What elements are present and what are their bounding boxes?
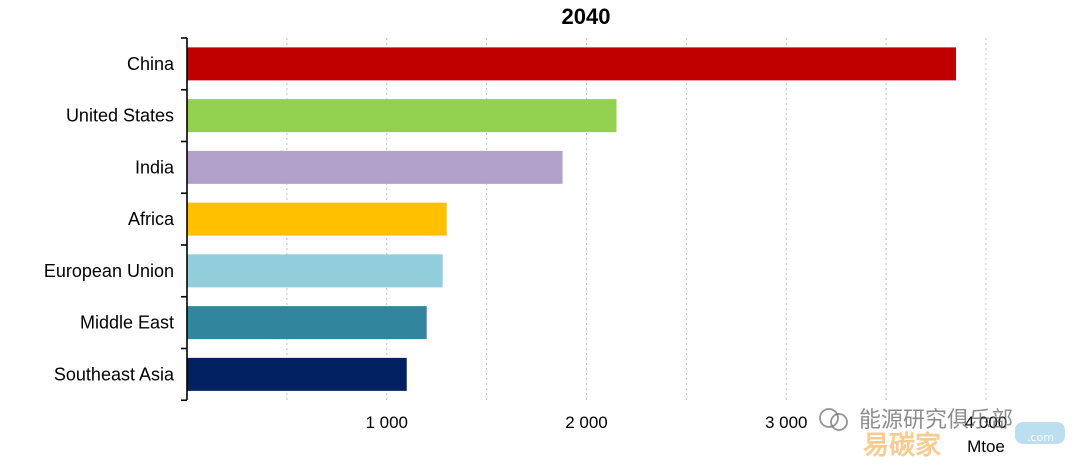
bar [187, 99, 617, 133]
bar [187, 254, 443, 288]
bar [187, 47, 957, 81]
x-tick-label: 2 000 [565, 413, 608, 432]
bar [187, 202, 447, 236]
category-labels: China United States India Africa European Un… [44, 54, 175, 385]
x-tick-label: 4 000 [965, 413, 1008, 432]
unit-label: Mtoe [967, 437, 1005, 456]
bar [187, 306, 427, 340]
category-label: Southeast Asia [54, 364, 175, 384]
x-tick-labels: 1 000 2 000 3 000 4 000 [365, 413, 1007, 432]
category-label: Africa [128, 209, 175, 229]
category-label: Middle East [80, 313, 174, 333]
category-label: India [135, 157, 175, 177]
category-label: China [127, 54, 175, 74]
bars [187, 47, 957, 391]
watermark-text: 能源研究俱乐部 [859, 408, 1013, 433]
gridlines [286, 38, 987, 400]
y-axis [181, 37, 188, 402]
bar [187, 150, 563, 184]
category-label: United States [66, 106, 174, 126]
watermark-logo: 能源研究俱乐部 易碳家 .com [819, 408, 1065, 458]
bar [187, 357, 407, 391]
chart-title: 2040 [562, 4, 611, 29]
watermark-brand: 易碳家 [863, 430, 941, 458]
watermark-domain: .com [1027, 431, 1054, 444]
x-tick-label: 1 000 [365, 413, 408, 432]
x-tick-label: 3 000 [765, 413, 808, 432]
category-label: European Union [44, 261, 174, 281]
